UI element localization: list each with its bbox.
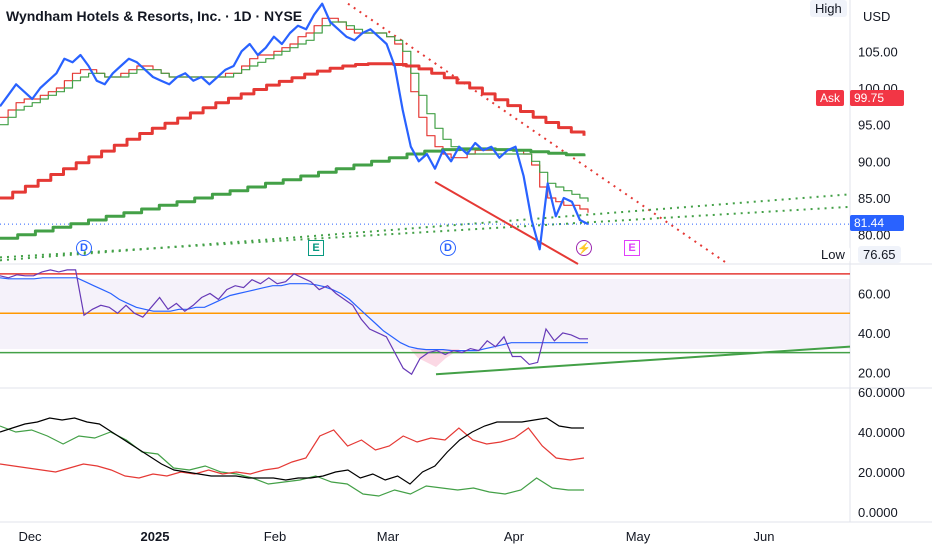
ask-price-badge: 99.75 (850, 90, 904, 106)
rsi-trendline (435, 345, 851, 376)
price-axis-tick: 95.00 (858, 118, 891, 133)
sma-200-line (0, 147, 586, 240)
rsi-axis-tick: 60.00 (858, 287, 891, 302)
price-axis-tick: 80.00 (858, 228, 891, 243)
earnings-event-icon[interactable]: E (624, 240, 640, 256)
rsi-ma-line (0, 277, 588, 352)
dmi-axis-tick: 0.0000 (858, 505, 898, 520)
price-line (0, 2, 589, 251)
rsi-axis-tick: 40.00 (858, 326, 891, 341)
sma-100-line (0, 62, 586, 200)
currency-button[interactable]: USD (858, 8, 896, 25)
high-toggle[interactable]: High (810, 0, 847, 17)
dividend-event-icon[interactable]: D (440, 240, 456, 256)
price-axis-tick: 85.00 (858, 191, 891, 206)
minus-di-line (0, 425, 584, 497)
adx-line (0, 417, 584, 485)
dmi-axis-tick: 20.0000 (858, 465, 905, 480)
trendline-support-2 (0, 205, 851, 259)
chart-title: Wyndham Hotels & Resorts, Inc. · 1D · NY… (6, 8, 303, 24)
sma-mid-line (0, 21, 589, 202)
ask-label-badge: Ask (816, 90, 845, 106)
split-event-icon[interactable]: ⚡ (576, 240, 592, 256)
price-axis-tick: 105.00 (858, 44, 898, 59)
price-axis-tick: 90.00 (858, 154, 891, 169)
time-axis-label: Jun (754, 529, 775, 544)
rsi-axis-tick: 20.00 (858, 365, 891, 380)
low-label: Low (816, 246, 850, 263)
trendline-resistance (347, 2, 729, 265)
time-axis-label: Apr (504, 529, 525, 544)
last-price-badge: 81.44 (850, 215, 904, 231)
time-axis-label: May (626, 529, 651, 544)
dmi-axis-tick: 40.0000 (858, 425, 905, 440)
dividend-event-icon[interactable]: D (76, 240, 92, 256)
plus-di-line (0, 427, 585, 479)
time-axis-label: Dec (18, 529, 42, 544)
time-axis-label: Feb (264, 529, 286, 544)
rsi-band (0, 279, 850, 349)
low-value: 76.65 (858, 246, 901, 263)
rsi-line (0, 269, 588, 376)
earnings-event-icon[interactable]: E (308, 240, 324, 256)
wedge-lower-line (434, 180, 579, 265)
time-axis-label: 2025 (141, 529, 170, 544)
time-axis-label: Mar (377, 529, 400, 544)
dmi-axis-tick: 60.0000 (858, 385, 905, 400)
